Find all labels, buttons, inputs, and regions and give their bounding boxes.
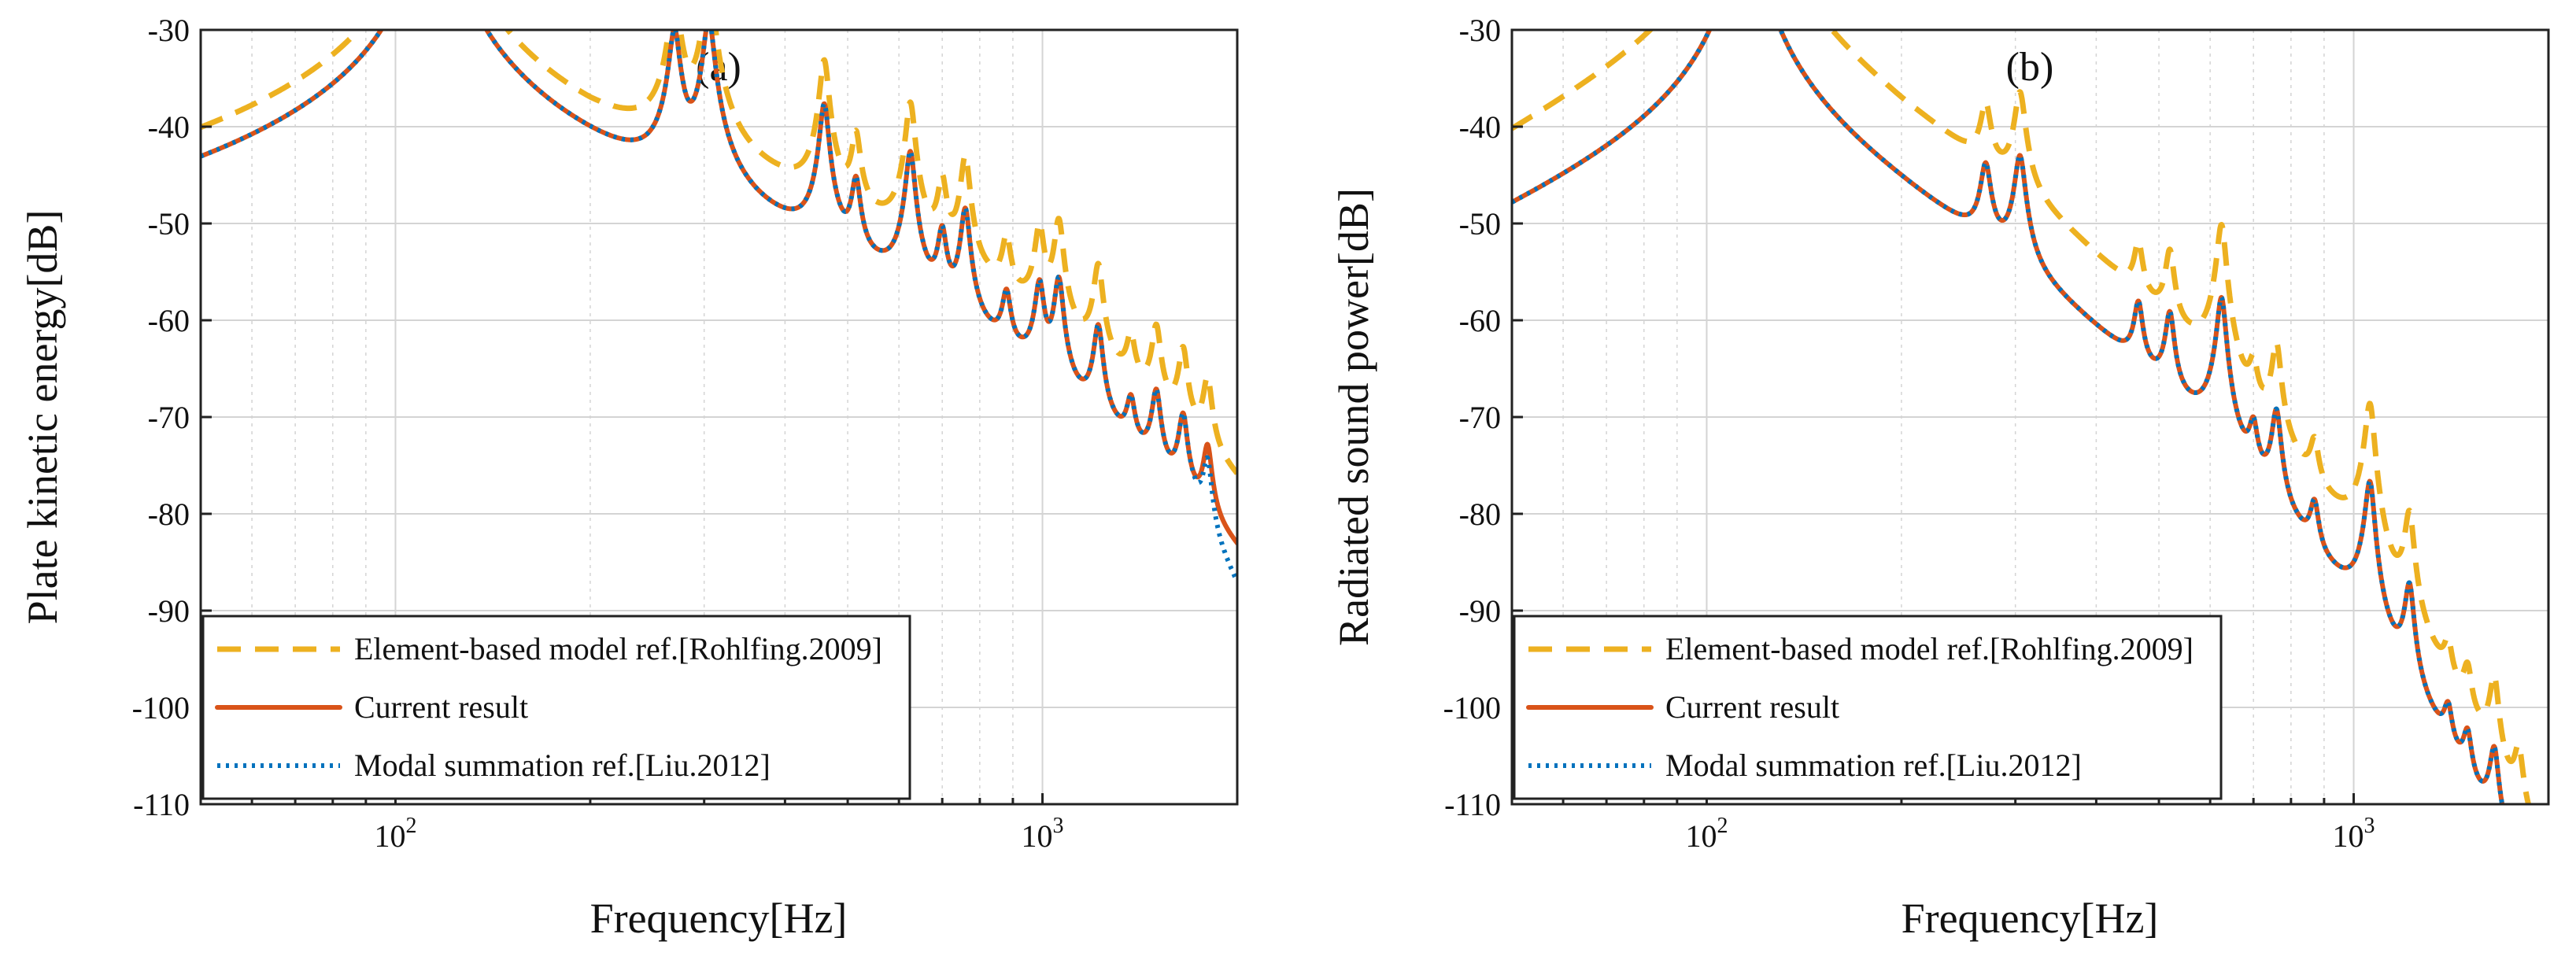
x-tick-label: 102	[374, 814, 416, 854]
series-line-solid	[201, 30, 1237, 546]
legend-label: Current result	[354, 689, 528, 725]
legend: Element-based model ref.[Rohlfing.2009] C…	[1513, 615, 2223, 800]
legend: Element-based model ref.[Rohlfing.2009] C…	[201, 615, 911, 800]
x-axis-title: Frequency[Hz]	[1902, 895, 2159, 942]
y-tick-label: -30	[148, 13, 190, 48]
plot-area	[1512, 30, 2532, 804]
x-tick-label: 103	[2333, 814, 2375, 854]
y-axis-title: Plate kinetic energy[dB]	[19, 210, 66, 625]
y-tick-label: -110	[133, 787, 190, 822]
y-tick-label: -70	[1459, 400, 1501, 435]
series-line-dashed	[201, 30, 1237, 476]
legend-label: Modal summation ref.[Liu.2012]	[1665, 748, 2082, 783]
chart-panel-a: Plate kinetic energy[dB] Frequency[Hz] (…	[19, 13, 1239, 942]
x-tick-label: 103	[1022, 814, 1064, 854]
plot-area	[201, 30, 1237, 584]
y-tick-label: -70	[148, 400, 190, 435]
legend-label: Modal summation ref.[Liu.2012]	[354, 748, 771, 783]
x-axis-title: Frequency[Hz]	[590, 895, 848, 942]
y-tick-label: -50	[1459, 206, 1501, 242]
y-tick-label: -60	[148, 303, 190, 338]
y-tick-label: -90	[148, 593, 190, 629]
y-tick-label: -60	[1459, 303, 1501, 338]
y-tick-label: -110	[1444, 787, 1501, 822]
y-tick-label: -50	[148, 206, 190, 242]
legend-label: Element-based model ref.[Rohlfing.2009]	[354, 631, 882, 666]
y-tick-label: -40	[1459, 109, 1501, 145]
y-tick-label: -90	[1459, 593, 1501, 629]
x-tick-label: 102	[1685, 814, 1728, 854]
chart-panel-b: Radiated sound power[dB] Frequency[Hz] (…	[1330, 13, 2550, 942]
y-tick-label: -80	[148, 497, 190, 532]
series-line-dashed	[1512, 30, 2532, 804]
y-tick-label: -40	[148, 109, 190, 145]
panel-label: (b)	[2006, 45, 2054, 90]
series-line-dotted	[1512, 30, 2505, 804]
legend-label: Current result	[1665, 689, 1839, 725]
legend-label: Element-based model ref.[Rohlfing.2009]	[1665, 631, 2193, 666]
y-tick-label: -100	[1443, 690, 1501, 725]
y-tick-label: -100	[132, 690, 190, 725]
y-tick-label: -30	[1459, 13, 1501, 48]
y-tick-label: -80	[1459, 497, 1501, 532]
y-axis-title: Radiated sound power[dB]	[1330, 188, 1377, 646]
